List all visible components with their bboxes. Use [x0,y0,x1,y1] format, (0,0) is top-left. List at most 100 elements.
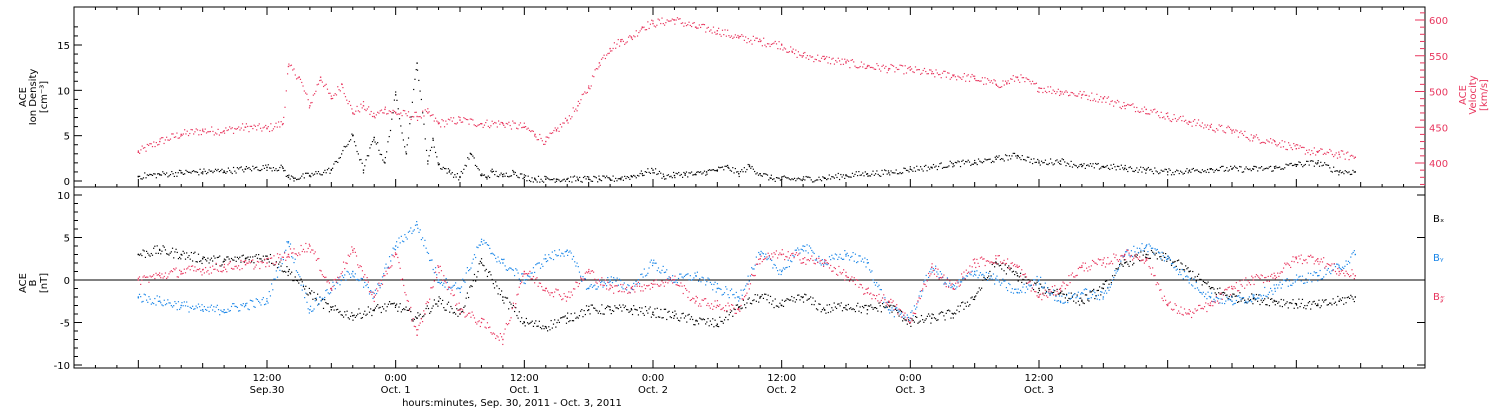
bx-series-point [589,313,591,315]
velocity-series-point [562,122,564,124]
velocity-series-point [867,64,869,67]
by-series-point [1153,253,1155,255]
bx-series-point [267,258,269,260]
by-series-point [1159,252,1161,254]
density-series-point [270,167,272,169]
by-series-point [526,275,529,277]
velocity-series-point [981,77,983,79]
velocity-series-point [416,119,419,121]
velocity-series-point [1352,155,1354,157]
by-series-point [370,289,372,292]
bx-series-point [893,305,895,307]
bx-series-point [705,323,707,325]
density-series-point [773,178,775,180]
velocity-series-point [1079,90,1081,93]
bx-series-point [235,260,237,262]
velocity-series-point [693,22,695,24]
velocity-series-point [676,17,679,19]
bz-series-point [137,279,140,281]
velocity-series-point [620,40,622,43]
bz-series-point [302,248,305,251]
by-series-point [682,277,684,279]
by-series-point [266,300,268,302]
bx-series-point [676,317,678,319]
density-series-point [1228,169,1231,171]
bx-series-point [353,314,355,316]
velocity-series-point [334,93,336,95]
bx-series-point [841,310,844,312]
by-series-point [1220,298,1222,300]
bz-series-point [151,275,154,277]
bx-series-point [911,318,913,320]
density-series-point [268,167,271,169]
velocity-series-point [540,137,542,140]
density-series-point [1218,169,1220,172]
bz-series-point [237,265,240,267]
bx-series-point [956,309,958,311]
velocity-series-point [894,71,896,73]
bx-series-point [180,253,182,256]
density-series-point [333,163,335,165]
bz-series-point [484,326,486,328]
x-tick-date-label: Oct. 3 [1024,385,1054,396]
density-series-point [1335,170,1337,172]
density-series-point [1066,162,1068,164]
velocity-series-point [669,20,671,22]
bx-series-point [412,320,414,322]
by-series-point [779,269,781,271]
by-series-point [1352,251,1354,254]
bx-series-point [1244,299,1246,301]
bx-series-point [778,306,780,308]
velocity-series-point [221,132,223,134]
velocity-series-point [1289,144,1291,146]
density-series-point [1124,167,1126,170]
bz-series-point [367,281,369,283]
by-series-point [1280,287,1282,289]
bx-series-point [458,309,460,311]
velocity-series-point [845,62,847,64]
density-series-point [404,146,406,148]
bz-series-point [396,253,398,255]
by-series-point [403,241,405,243]
by-series-point [1077,291,1079,293]
by-series-point [610,276,612,278]
by-series-point [201,304,203,306]
velocity-series-point [1196,122,1198,124]
by-series-point [1306,281,1308,283]
bx-series-point [1261,301,1263,303]
by-series-point [743,288,746,290]
velocity-series-point [805,57,807,59]
velocity-series-point [832,57,834,59]
bx-series-point [154,245,156,247]
density-series-point [329,172,331,174]
bz-series-point [562,298,564,300]
bx-series-point [1266,304,1268,306]
density-series-point [1352,169,1354,172]
by-series-point [722,293,724,295]
by-series-point [334,288,336,290]
by-series-point [137,297,139,299]
by-series-point [432,268,434,271]
by-series-point [802,250,805,252]
bz-series-point [510,317,512,319]
velocity-series-point [384,106,386,108]
density-series-point [294,177,296,179]
density-series-point [1161,170,1164,172]
density-series-point [400,125,402,127]
density-series-point [523,176,526,179]
density-series-point [994,156,996,158]
by-series-point [805,250,807,252]
bx-series-point [515,307,517,309]
bx-series-point [387,303,389,305]
density-series-point [1338,174,1340,176]
bx-series-point [404,308,406,311]
by-series-point [486,244,489,246]
bx-series-point [874,306,877,309]
bx-series-point [747,298,749,300]
density-series-point [149,173,151,175]
bx-series-point [1234,295,1236,297]
velocity-series-point [1317,150,1319,152]
density-series-point [999,158,1001,161]
velocity-series-point [432,114,434,116]
bx-series-point [557,319,559,321]
